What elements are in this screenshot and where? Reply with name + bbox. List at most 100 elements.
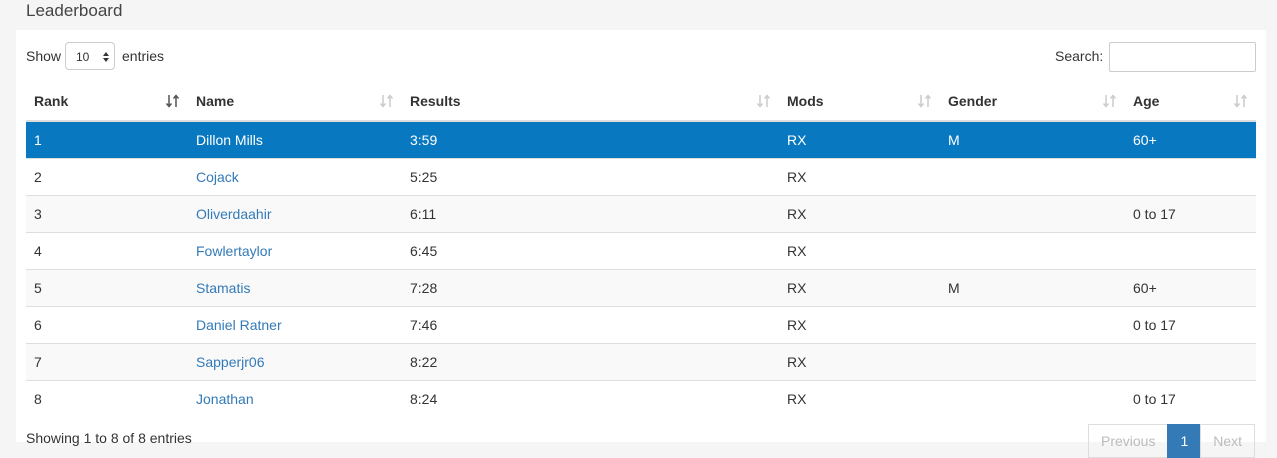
table-cell: M — [940, 269, 1125, 307]
cell-text: 7:46 — [410, 317, 438, 333]
table-cell: RX — [779, 306, 940, 344]
sort-icon — [1103, 94, 1117, 108]
table-cell: Sapperjr06 — [188, 343, 402, 381]
page-size: 10 — [76, 50, 90, 64]
table-row[interactable]: 3 Oliverdaahir 6:11 RX 0 to 17 — [26, 195, 1256, 233]
table-cell: Stamatis — [188, 269, 402, 307]
show-label: Show — [26, 48, 62, 64]
column-header[interactable]: Gender — [940, 82, 1125, 122]
column-header[interactable]: Name — [188, 82, 402, 122]
cell-text: RX — [787, 391, 807, 407]
table-cell: 7:46 — [402, 306, 779, 344]
cell-text: 0 to 17 — [1133, 206, 1176, 222]
table-cell: 8 — [26, 380, 188, 417]
cell-text: 2 — [34, 169, 42, 185]
column-title: Mods — [787, 93, 824, 109]
page-button[interactable]: Next — [1200, 424, 1256, 458]
table-row[interactable]: 8 Jonathan 8:24 RX 0 to 17 — [26, 380, 1256, 417]
table-cell: M — [940, 120, 1125, 159]
cell-text: 5:25 — [410, 169, 438, 185]
title: Leaderboard — [26, 1, 123, 20]
cell-text: 7 — [34, 354, 42, 370]
table-cell: 0 to 17 — [1125, 380, 1256, 417]
column-header[interactable]: Mods — [779, 82, 940, 122]
cell-text: 6:11 — [410, 206, 437, 222]
cell-text: 6 — [34, 317, 42, 333]
table-cell — [940, 380, 1125, 417]
search-input[interactable] — [1109, 42, 1256, 72]
column-header[interactable]: Results — [402, 82, 779, 122]
leaderboard-table: Rank Name Results Mods Gender Age 1 Dillon Mill… — [26, 82, 1256, 417]
table-cell: Daniel Ratner — [188, 306, 402, 344]
cell-text: RX — [787, 169, 807, 185]
table-cell: 3:59 — [402, 120, 779, 159]
table-cell: Cojack — [188, 158, 402, 196]
cell-text: 0 to 17 — [1133, 391, 1176, 407]
cell-text: 3 — [34, 206, 42, 222]
table-cell — [1125, 158, 1256, 196]
table-cell: 5:25 — [402, 158, 779, 196]
cell-text: 60+ — [1133, 280, 1157, 296]
cell-text: 60+ — [1133, 132, 1157, 148]
table-cell: Fowlertaylor — [188, 232, 402, 270]
sort-icon — [166, 94, 180, 108]
athlete-link[interactable]: Dillon Mills — [196, 132, 263, 148]
panel-heading — [16, 0, 1266, 30]
table-cell: 1 — [26, 120, 188, 159]
athlete-link[interactable]: Jonathan — [196, 391, 254, 407]
athlete-link[interactable]: Stamatis — [196, 280, 251, 296]
column-title: Rank — [34, 93, 69, 109]
athlete-link[interactable]: Daniel Ratner — [196, 317, 282, 333]
sort-icon — [1234, 94, 1248, 108]
table-cell: RX — [779, 195, 940, 233]
table-row[interactable]: 7 Sapperjr06 8:22 RX — [26, 343, 1256, 381]
column-header[interactable]: Rank — [26, 82, 188, 122]
entries-label: entries — [122, 48, 165, 64]
page-size-select[interactable]: 10 — [65, 42, 115, 70]
cell-text: M — [948, 280, 960, 296]
cell-text: 8:24 — [410, 391, 438, 407]
table-cell: RX — [779, 232, 940, 270]
page-button[interactable]: 1 — [1167, 424, 1202, 458]
table-cell: 0 to 17 — [1125, 306, 1256, 344]
table-cell — [940, 195, 1125, 233]
header-row: Rank Name Results Mods Gender Age — [26, 82, 1256, 122]
table-cell — [940, 232, 1125, 270]
table-row[interactable]: 5 Stamatis 7:28 RX M 60+ — [26, 269, 1256, 307]
athlete-link[interactable]: Oliverdaahir — [196, 206, 272, 222]
page: Leaderboard Show 10 entries Search: Rank… — [16, 0, 1266, 458]
cell-text: RX — [787, 132, 807, 148]
page-button[interactable]: Previous — [1088, 424, 1169, 458]
pagination: Previous 1 Next — [1088, 424, 1256, 458]
table-cell — [1125, 343, 1256, 381]
column-title: Name — [196, 93, 235, 109]
athlete-link[interactable]: Sapperjr06 — [196, 354, 265, 370]
table-cell — [940, 306, 1125, 344]
table-cell — [940, 343, 1125, 381]
athlete-link[interactable]: Fowlertaylor — [196, 243, 273, 259]
cell-text: RX — [787, 206, 807, 222]
table-row[interactable]: 1 Dillon Mills 3:59 RX M 60+ — [26, 120, 1256, 159]
cell-text: 5 — [34, 280, 42, 296]
cell-text: 8 — [34, 391, 42, 407]
table-cell: Jonathan — [188, 380, 402, 417]
table-row[interactable]: 6 Daniel Ratner 7:46 RX 0 to 17 — [26, 306, 1256, 344]
cell-text: 3:59 — [410, 132, 438, 148]
table-cell: 60+ — [1125, 120, 1256, 159]
cell-text: 0 to 17 — [1133, 317, 1176, 333]
table-cell: RX — [779, 120, 940, 159]
column-title: Results — [410, 93, 461, 109]
table-cell: 60+ — [1125, 269, 1256, 307]
search-label: Search: — [1055, 48, 1104, 64]
table-cell: 6 — [26, 306, 188, 344]
cell-text: RX — [787, 354, 807, 370]
cell-text: 6:45 — [410, 243, 438, 259]
athlete-link[interactable]: Cojack — [196, 169, 239, 185]
table-row[interactable]: 4 Fowlertaylor 6:45 RX — [26, 232, 1256, 270]
column-header[interactable]: Age — [1125, 82, 1256, 122]
cell-text: 7:28 — [410, 280, 438, 296]
table-row[interactable]: 2 Cojack 5:25 RX — [26, 158, 1256, 196]
table-cell: RX — [779, 158, 940, 196]
table-info: Showing 1 to 8 of 8 entries — [26, 430, 192, 446]
table-cell: 2 — [26, 158, 188, 196]
